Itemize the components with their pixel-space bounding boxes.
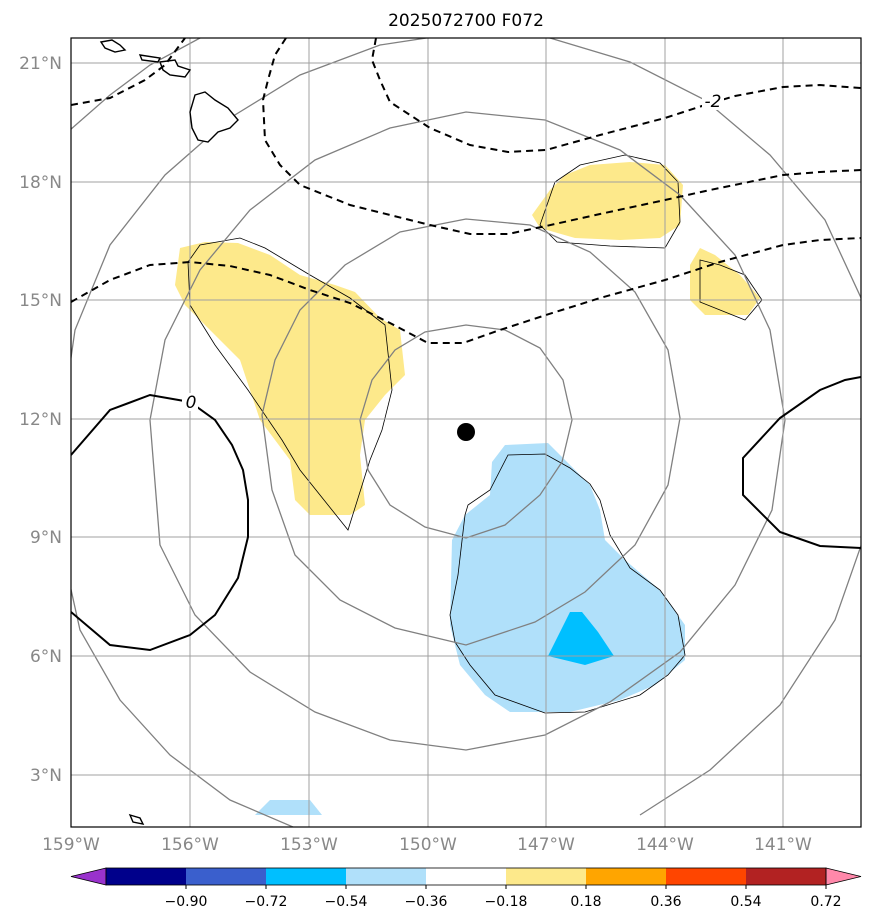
colorbar-segment: [346, 868, 427, 885]
colorbar: −0.90 −0.72 −0.54 −0.36 −0.18 0.18 0.36 0.54 0.7…: [70, 867, 862, 910]
storm-center-marker: [457, 423, 475, 441]
colorbar-tick-label: −0.18: [485, 894, 528, 910]
lon-label: 150°W: [399, 835, 457, 855]
latitude-labels: 21°N 18°N 15°N 12°N 9°N 6°N 3°N: [19, 54, 62, 786]
graticule: [71, 38, 861, 827]
lon-label: 156°W: [161, 835, 219, 855]
map-area: 0 -2: [71, 38, 861, 827]
colorbar-tick-label: 0.36: [650, 894, 681, 910]
lon-label: 144°W: [636, 835, 694, 855]
colorbar-segment: [506, 868, 587, 885]
negative-anomaly-region-south: [450, 443, 685, 712]
positive-anomaly-region-west: [175, 242, 405, 515]
zero-label-bg: [182, 393, 198, 411]
lon-label: 147°W: [517, 835, 575, 855]
colorbar-outline: [105, 867, 827, 886]
colorbar-tick-label: −0.90: [165, 894, 208, 910]
colorbar-tick-label: −0.54: [325, 894, 368, 910]
contour-label-minus-two: -2: [705, 92, 722, 112]
colorbar-segment: [426, 868, 507, 885]
longitude-labels: 159°W 156°W 153°W 150°W 147°W 144°W 141°…: [42, 835, 812, 855]
positive-anomaly-region-northeast: [532, 162, 683, 240]
lon-label: 141°W: [754, 835, 812, 855]
map-frame: [70, 37, 862, 828]
lat-label: 15°N: [19, 291, 62, 311]
colorbar-segment: [746, 868, 827, 885]
lat-label: 9°N: [30, 528, 62, 548]
colorbar-segment: [186, 868, 267, 885]
colorbar-tick-label: 0.18: [570, 894, 601, 910]
colorbar-tick-label: 0.72: [810, 894, 841, 910]
colorbar-segment: [586, 868, 667, 885]
colorbar-extend-low: [70, 867, 107, 886]
colorbar-segment: [266, 868, 347, 885]
positive-anomaly-region-east: [690, 248, 760, 315]
lat-label: 6°N: [30, 647, 62, 667]
thin-contours: [187, 154, 763, 714]
hawaii-coastline: [99, 39, 239, 825]
lat-label: 21°N: [19, 54, 62, 74]
map-title: 2025072700 F072: [388, 11, 544, 31]
lon-label: 159°W: [42, 835, 100, 855]
minus2-label-bg: [702, 92, 724, 110]
colorbar-segment: [106, 868, 187, 885]
zero-contour: [71, 376, 861, 652]
lat-label: 3°N: [30, 766, 62, 786]
contour-label-zero: 0: [186, 393, 197, 413]
lat-label: 18°N: [19, 173, 62, 193]
colorbar-tick-label: 0.54: [730, 894, 761, 910]
colorbar-tick-label: −0.72: [245, 894, 288, 910]
lon-label: 153°W: [280, 835, 338, 855]
colorbar-segment: [666, 868, 747, 885]
colorbar-extend-high: [825, 867, 862, 886]
colorbar-tick-label: −0.36: [405, 894, 448, 910]
range-rings: [71, 38, 861, 827]
lat-label: 12°N: [19, 410, 62, 430]
negative-anomaly-region-bottom: [255, 800, 322, 815]
dashed-contours: [71, 38, 861, 344]
negative-anomaly-core: [548, 612, 614, 665]
